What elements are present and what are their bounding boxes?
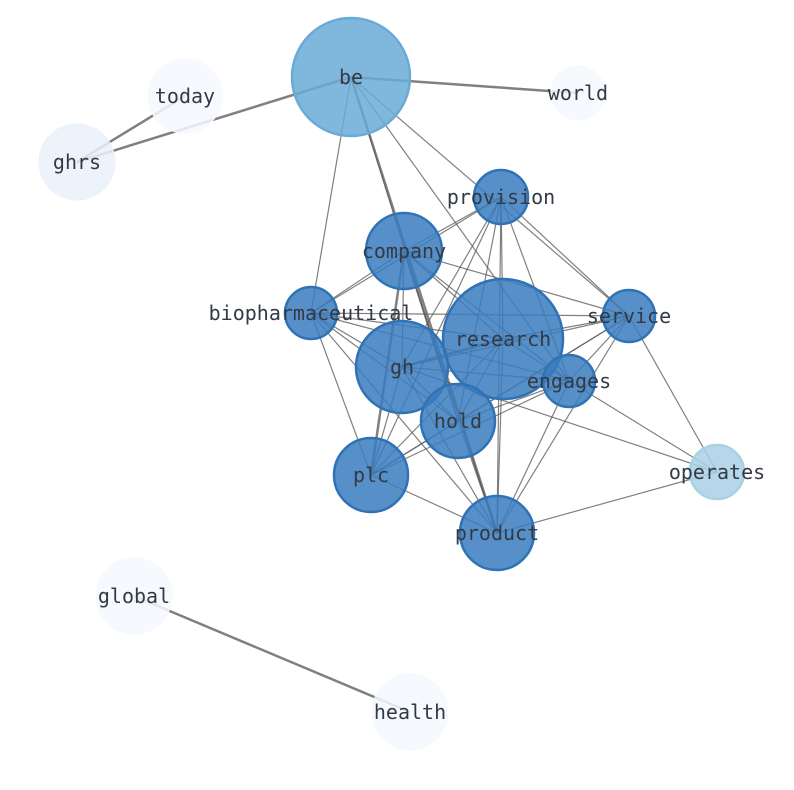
node-label-global: global	[98, 584, 170, 608]
node-research[interactable]	[441, 277, 565, 401]
node-be[interactable]	[290, 16, 412, 138]
node-company[interactable]	[364, 211, 444, 291]
node-label-operates: operates	[669, 460, 765, 484]
node-biopharmaceutical[interactable]	[283, 285, 339, 341]
edge-engages-operates	[568, 380, 718, 473]
node-label-provision: provision	[447, 185, 555, 209]
node-label-world: world	[548, 81, 608, 105]
node-today[interactable]	[147, 58, 223, 134]
node-world[interactable]	[550, 65, 606, 121]
node-label-company: company	[362, 239, 446, 263]
edge-biopharmaceutical-product	[310, 312, 498, 534]
node-label-biopharmaceutical: biopharmaceutical	[209, 301, 414, 325]
node-label-research: research	[455, 327, 551, 351]
node-label-product: product	[455, 521, 539, 545]
node-global[interactable]	[95, 557, 173, 635]
labels-layer: be world today ghrs provision company biopharm…	[53, 65, 765, 724]
node-label-gh: gh	[390, 355, 414, 379]
nodes-layer	[38, 16, 746, 751]
node-label-hold: hold	[434, 409, 482, 433]
edge-provision-service	[500, 196, 630, 317]
node-label-health: health	[374, 700, 446, 724]
node-label-plc: plc	[353, 463, 389, 487]
node-label-engages: engages	[527, 369, 611, 393]
edge-service-product	[496, 315, 630, 534]
node-health[interactable]	[371, 673, 449, 751]
node-label-ghrs: ghrs	[53, 150, 101, 174]
node-engages[interactable]	[541, 353, 597, 409]
node-plc[interactable]	[332, 436, 410, 514]
edge-be-product	[349, 76, 499, 534]
node-operates[interactable]	[688, 443, 746, 501]
node-product[interactable]	[458, 494, 536, 572]
node-gh[interactable]	[354, 319, 450, 415]
node-ghrs[interactable]	[38, 123, 116, 201]
edge-global-health	[133, 594, 411, 714]
node-label-service: service	[587, 304, 671, 328]
node-label-be: be	[339, 65, 363, 89]
node-label-today: today	[155, 84, 215, 108]
node-hold[interactable]	[419, 382, 497, 460]
node-service[interactable]	[601, 288, 657, 344]
edge-service-operates	[628, 315, 718, 473]
node-provision[interactable]	[472, 168, 530, 226]
